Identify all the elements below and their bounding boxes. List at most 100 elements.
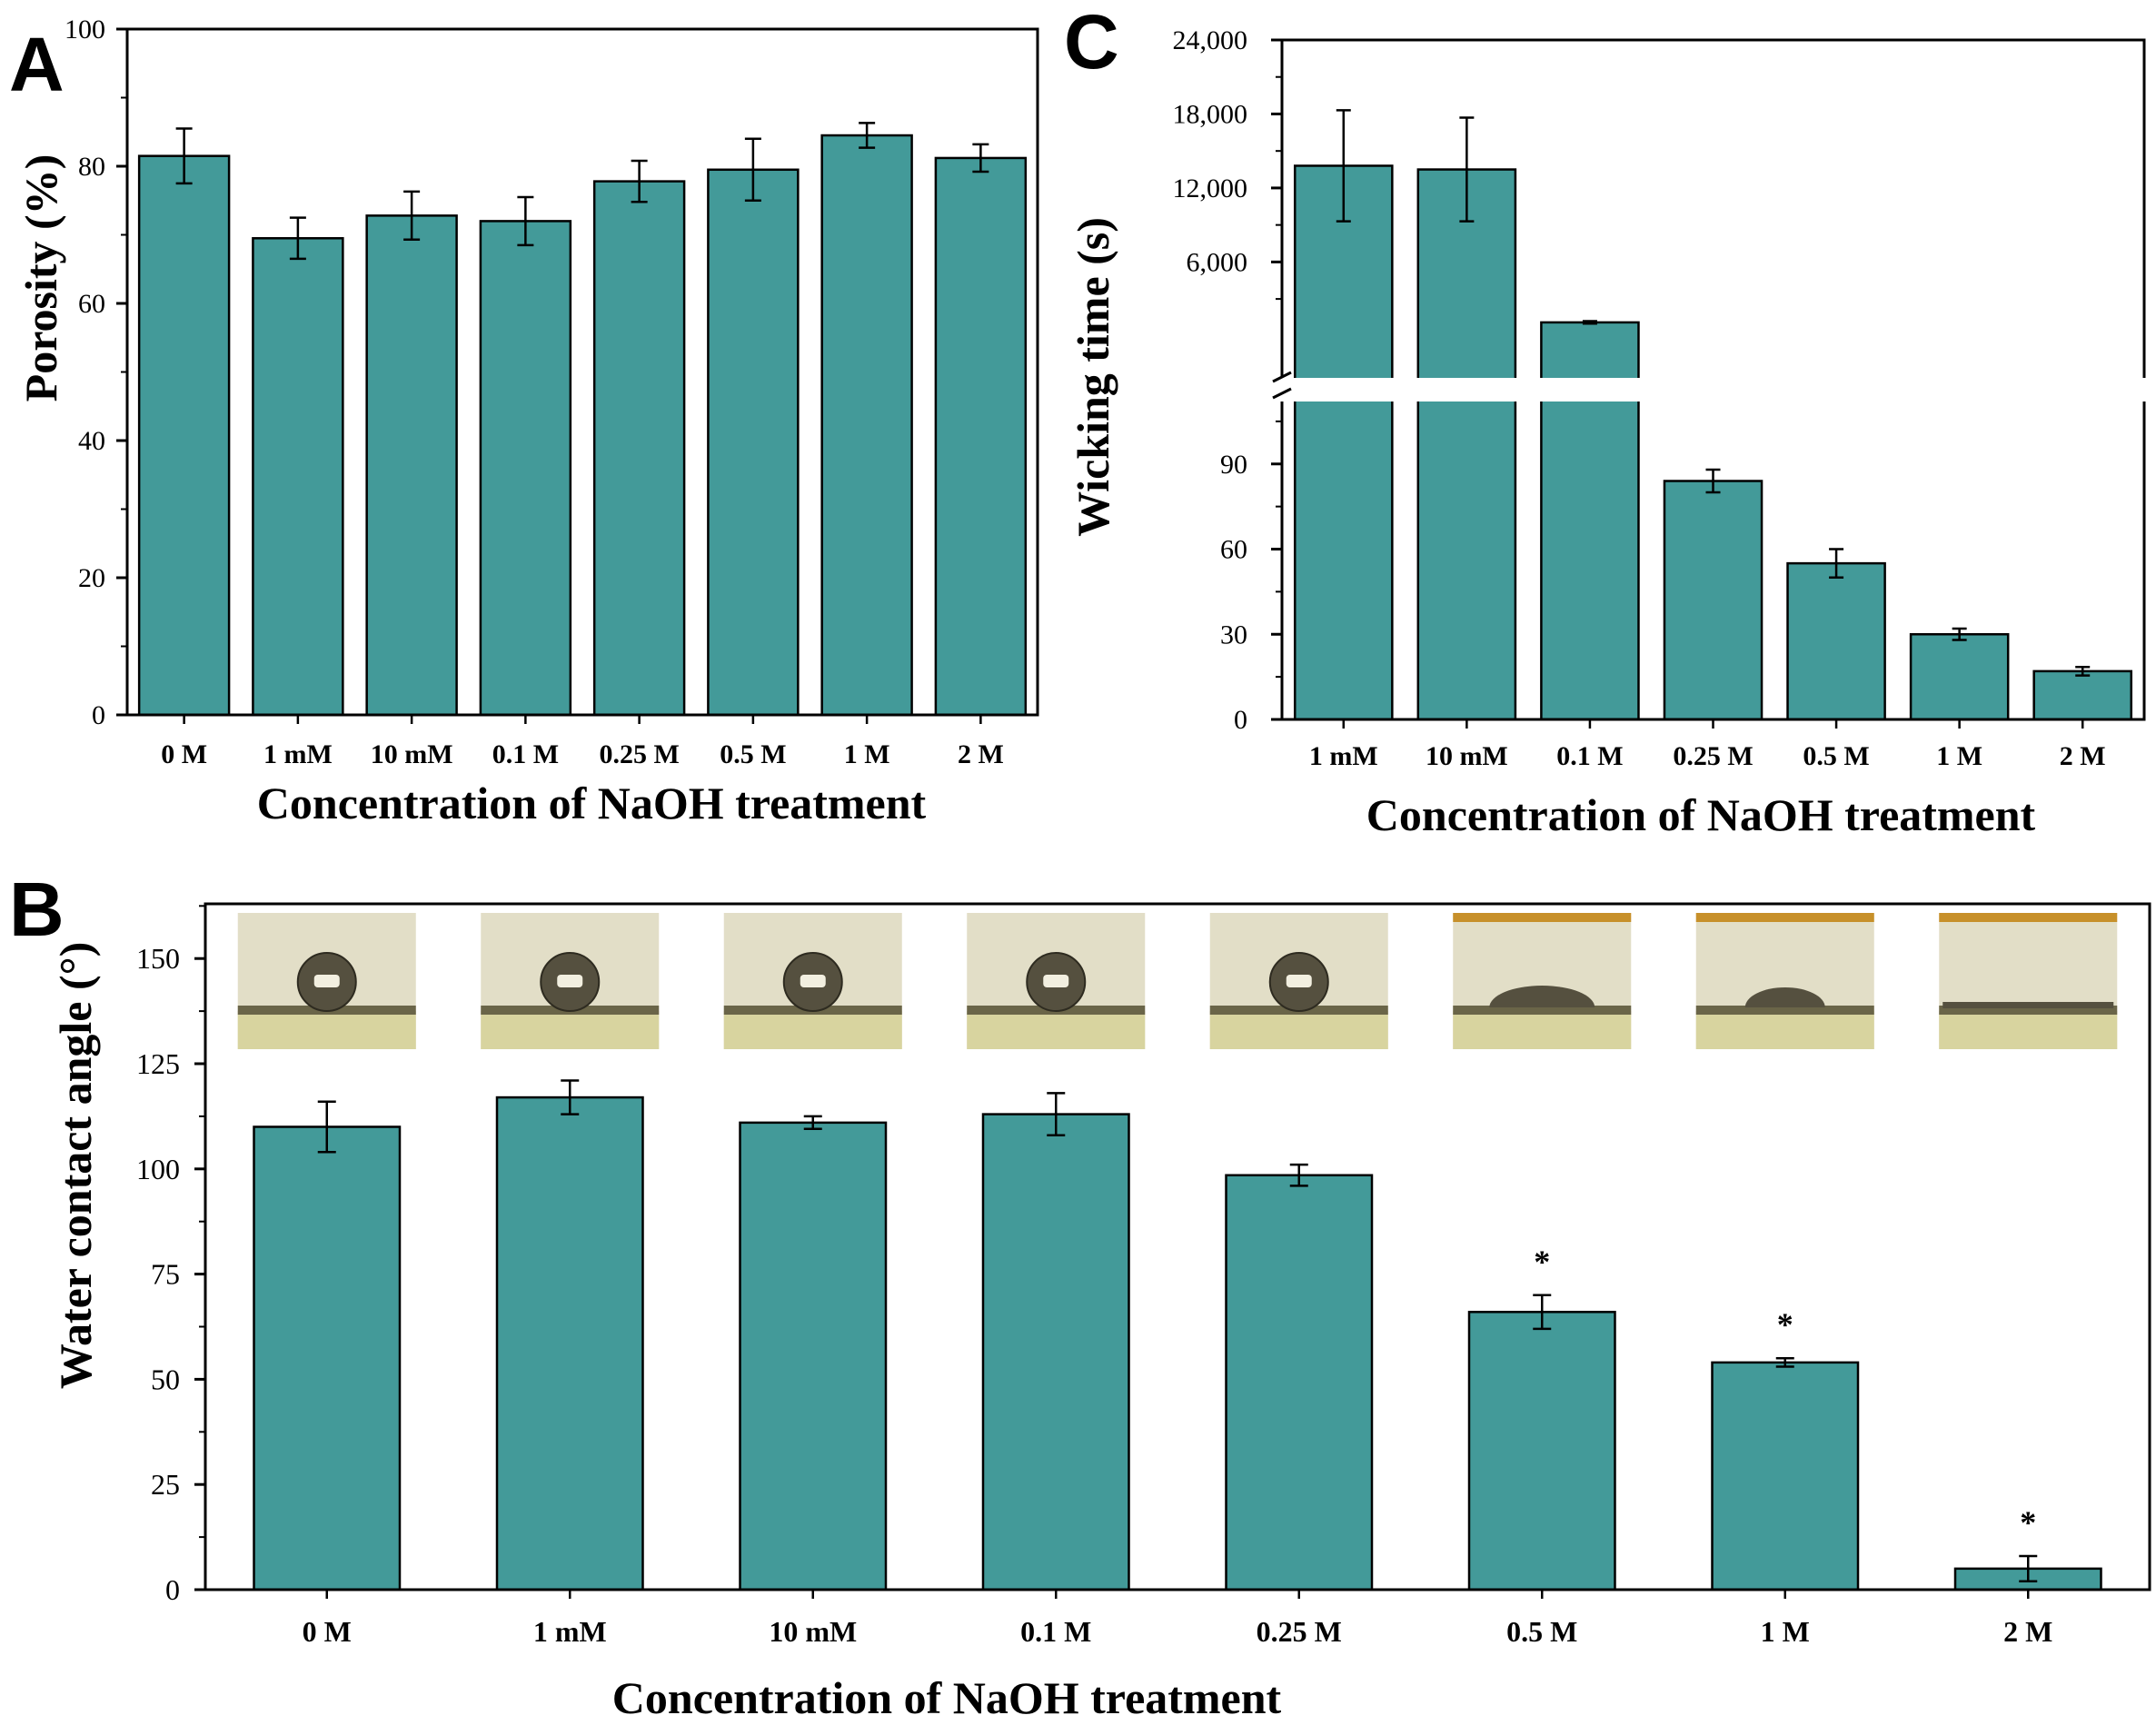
panel-c-bar [1786,561,1886,721]
panel-b-plot-frame [204,902,2151,1591]
droplet-photo-stage [481,1011,660,1049]
panel-b-ytick-label: 150 [136,942,180,975]
panel-c-bar [2032,669,2133,721]
droplet-photo-stage [1695,1011,1874,1049]
panel-a-bars [137,134,1028,717]
panel-c-ytick-label: 24,000 [1173,25,1248,55]
panel-b-x-axis-label: Concentration of NaOH treatment [612,1672,1282,1723]
droplet-photo-stage [723,1011,902,1049]
droplet-photo [237,913,416,1049]
panel-a-bar [592,180,686,717]
panel-a-bar [252,237,344,717]
panel-c-xtick-label: 1 mM [1309,741,1378,771]
droplet-photo-stage [1453,1011,1632,1049]
panel-a-error-bars [175,122,989,261]
panel-b-bar [1467,1311,1616,1591]
panel-a-bar [479,220,572,717]
panel-a-xtick-label: 0.5 M [720,739,786,769]
droplet-photo-light-strip [1939,913,2118,922]
panel-b-bar [495,1096,644,1591]
panel-a-xtick-label: 1 M [844,739,890,769]
panel-a-bar [707,168,800,717]
panel-b-letter: B [9,867,65,952]
droplet-shape [1942,1002,2114,1008]
panel-c-ytick-label: 30 [1220,620,1247,649]
panel-b-error-bars [317,1079,2038,1582]
panel-c-xtick-label: 0.1 M [1556,741,1623,771]
panel-a-xtick-label: 10 mM [371,739,453,769]
panel-c-xtick-label: 0.5 M [1803,741,1869,771]
panel-a-xtick-label: 0.25 M [599,739,679,769]
panel-c-bar [1909,633,2010,721]
panel-c-ticks: 0 30 60 90 6,000 12,000 18,000 24,000 1 mM 10 mM 0… [1173,25,2106,771]
panel-b-ytick-label: 75 [151,1258,180,1291]
panel-b-xtick-label: 0.5 M [1506,1615,1577,1648]
panel-b-bar [253,1125,402,1591]
panel-a-xtick-label: 2 M [958,739,1004,769]
panel-c-plot-frame [1280,38,2146,721]
droplet-photo-substrate [1695,1006,1874,1015]
panel-b-bars [253,1096,2102,1591]
panel-b-ticks: 0 25 50 75 100 125 150 0 M 1 mM 10 mM 0.1 M 0.25 M 0… [136,905,2052,1648]
panel-c-axis-break-gap [1281,378,2153,402]
panel-c-letter: C [1064,0,1119,84]
panel-c-xtick-label: 10 mM [1426,741,1508,771]
droplet-shape [1744,987,1825,1007]
panel-b-xtick-label: 0 M [303,1615,352,1648]
panel-b-ytick-label: 0 [165,1573,180,1606]
droplet-photo-light-strip [1695,913,1874,922]
panel-b-bar [981,1113,1130,1591]
panel-c-ytick-label: 0 [1234,705,1247,735]
panel-a-ytick-label: 20 [78,563,105,593]
panel-b-ytick-label: 25 [151,1468,180,1501]
panel-a-ytick-label: 100 [65,15,105,45]
panel-a-ytick-label: 40 [78,426,105,456]
panel-b-significance-star: * [1777,1306,1793,1343]
panel-c-bar [1663,480,1764,721]
panel-c-ytick-label: 12,000 [1173,174,1248,203]
droplet-photo [1453,913,1632,1049]
panel-a-xtick-label: 1 mM [263,739,333,769]
panel-c-x-axis-label: Concentration of NaOH treatment [1366,789,2036,840]
panel-a-ytick-label: 0 [92,700,105,730]
panel-a-xtick-label: 0.1 M [492,739,559,769]
panel-c-ytick-label: 90 [1220,450,1247,480]
panel-c-xtick-label: 2 M [2060,741,2106,771]
panel-a-bar [365,214,458,717]
droplet-photo-stage [1209,1011,1388,1049]
panel-b-bar [1711,1361,1860,1591]
panel-a-x-axis-label: Concentration of NaOH treatment [257,778,927,828]
panel-b-xtick-label: 10 mM [769,1615,857,1648]
droplet-photo [1695,913,1874,1049]
droplet-photo [723,913,902,1049]
panel-a-porosity-chart: A Porosity (%) Concentration of NaOH tre… [9,15,1039,828]
droplet-photo [481,913,660,1049]
panel-b-xtick-label: 1 M [1761,1615,1810,1648]
droplet-photo-stage [237,1011,416,1049]
droplet-photo [1209,913,1388,1049]
panel-b-significance-star: * [1534,1244,1550,1280]
panel-c-xtick-label: 0.25 M [1673,741,1753,771]
panel-b-ytick-label: 125 [136,1047,180,1080]
droplet-photo-substrate [1939,1006,2118,1015]
panel-a-bar [934,156,1028,717]
panel-a-xtick-label: 0 M [161,739,207,769]
droplet-photo [1939,913,2118,1049]
panel-c-ytick-label: 18,000 [1173,99,1248,129]
panel-a-ytick-label: 60 [78,289,105,319]
panel-a-ticks: 0 20 40 60 80 100 0 M 1 mM 10 mM 0.1 M 0.25 M 0.5 M… [65,15,1004,769]
droplet-highlight [313,975,340,987]
droplet-highlight [557,975,583,987]
panel-b-xtick-label: 0.1 M [1020,1615,1091,1648]
panel-c-wicking-time-chart: C Wicking time (s) Concentration of NaOH… [1064,0,2153,840]
panel-b-ytick-label: 100 [136,1153,180,1185]
panel-b-bar [1225,1174,1374,1591]
droplet-photo-substrate [1453,1006,1632,1015]
panel-b-ytick-label: 50 [151,1363,180,1395]
panel-a-bar [137,154,231,717]
panel-a-bar [820,134,913,717]
panel-b-xtick-label: 1 mM [533,1615,607,1648]
panel-b-significance-star: * [2020,1504,2036,1541]
panel-c-ytick-label: 60 [1220,535,1247,565]
